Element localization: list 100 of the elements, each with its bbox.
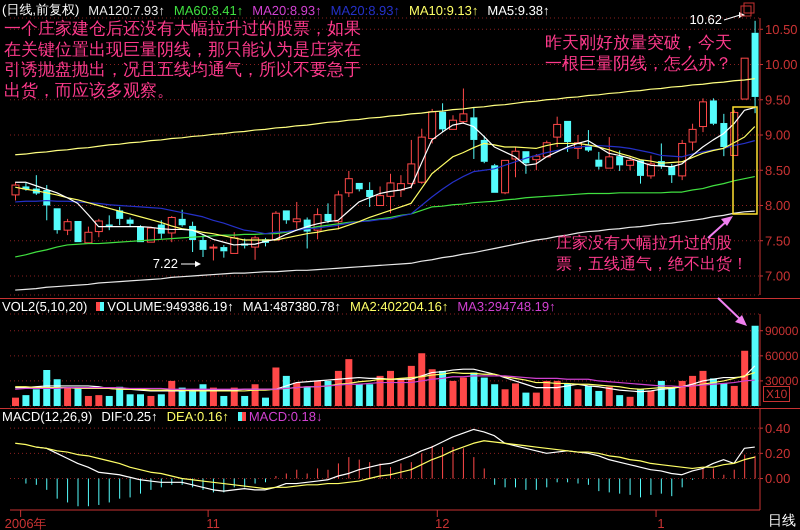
y-tick-label: 9.00 xyxy=(765,128,790,143)
bar xyxy=(304,386,311,406)
bar xyxy=(668,388,676,406)
y-tick-label: 10.50 xyxy=(765,22,798,37)
text: DEA:0.16↑ xyxy=(166,409,229,424)
candlestick xyxy=(84,226,92,244)
candlestick xyxy=(688,123,697,152)
bar xyxy=(137,394,144,406)
bar xyxy=(84,396,92,406)
bar xyxy=(220,396,228,406)
bar xyxy=(262,398,269,406)
candlestick xyxy=(740,58,749,100)
candlestick xyxy=(220,244,228,258)
candlestick xyxy=(637,160,644,184)
line-series xyxy=(14,210,756,291)
chart-title: MACD(12,26,9) xyxy=(2,409,92,424)
bar xyxy=(480,378,488,406)
legend-label: MACD:0.18↓ xyxy=(248,409,323,424)
y-tick-label: 90000 xyxy=(765,324,799,338)
text: MA120:7.93↑ xyxy=(88,2,165,19)
bar xyxy=(678,380,686,406)
candlestick xyxy=(605,136,614,169)
chart-title: VOL2(5,10,20) xyxy=(2,299,88,314)
bar xyxy=(616,395,624,406)
bar xyxy=(32,389,40,406)
annotation: 昨天刚好放量突破，今天一根巨量阴线，怎么办？ xyxy=(545,33,733,75)
line-series xyxy=(14,140,756,234)
y-tick-label: 10.00 xyxy=(765,57,798,72)
bar xyxy=(74,388,82,406)
bar xyxy=(584,386,592,406)
bar xyxy=(460,378,467,406)
candlestick xyxy=(386,173,394,214)
bar xyxy=(95,395,102,406)
legend-label: MA20:8.93↑ xyxy=(252,2,322,19)
candlestick xyxy=(595,151,602,170)
x-tick-label: 11 xyxy=(206,516,220,530)
bar xyxy=(752,326,759,406)
bar xyxy=(606,386,613,406)
candlestick xyxy=(292,201,301,230)
chart-title: (日线,前复权) xyxy=(2,1,80,19)
candlestick xyxy=(553,116,562,148)
bar xyxy=(43,370,50,406)
bar xyxy=(689,376,696,406)
y-tick-label: 30000 xyxy=(765,374,799,388)
y-tick-label: 60000 xyxy=(765,349,799,364)
text: DIF:0.25↑ xyxy=(101,409,158,424)
candlestick xyxy=(54,208,61,234)
candlestick xyxy=(720,113,728,157)
bar xyxy=(450,380,456,406)
text: MA1:487380.78↑ xyxy=(242,299,342,314)
y-tick-label: 8.00 xyxy=(765,198,790,214)
text: X10 xyxy=(763,386,790,402)
bar xyxy=(147,396,154,406)
bar xyxy=(324,380,332,406)
annotation: 一个庄家建仓后还没有大幅拉升过的股票，如果在关键位置出现巨量阴线，那只能认为是庄家在引诱抛盘抛出，况且五线均通气，所以不要急于出货，而应该多观察。 xyxy=(4,19,362,101)
x-tick-label: 12 xyxy=(435,516,450,530)
line-series xyxy=(14,372,756,392)
bar xyxy=(637,389,644,406)
annotation: 庄家没有大幅拉升过的股票，五线通气，绝不出货！ xyxy=(556,232,749,274)
bar xyxy=(730,386,738,406)
bar xyxy=(314,380,322,406)
bar xyxy=(408,366,415,406)
text: MA10:9.13↑ xyxy=(409,2,478,19)
candlestick xyxy=(564,120,572,152)
candlestick xyxy=(366,182,374,208)
candlestick xyxy=(74,220,82,242)
candlestick xyxy=(752,20,759,114)
bar xyxy=(272,368,280,406)
bar xyxy=(387,370,394,406)
annotation: 10.62 xyxy=(689,12,722,27)
bar xyxy=(334,370,342,406)
y-tick-label: 7.00 xyxy=(765,268,790,284)
y-tick-label: 0.20 xyxy=(765,446,790,461)
candlestick xyxy=(470,107,478,160)
bar xyxy=(741,350,748,406)
bar xyxy=(293,382,300,406)
bar xyxy=(626,396,634,406)
bar xyxy=(532,392,540,406)
text: MA20:8.93↑ xyxy=(330,2,400,19)
x-tick-label: 1 xyxy=(657,516,665,530)
bar xyxy=(397,379,404,406)
y-tick-label: 9.50 xyxy=(765,92,790,108)
bar xyxy=(491,384,498,406)
bar xyxy=(345,359,352,406)
annotation: 7.22 xyxy=(152,256,178,271)
bar xyxy=(647,390,654,406)
bar xyxy=(512,383,519,406)
text: 日线 xyxy=(768,512,796,530)
candlestick xyxy=(356,182,363,192)
candlestick xyxy=(282,210,290,224)
text: MA60:8.41↑ xyxy=(174,2,244,19)
text: MA5:9.38↑ xyxy=(487,2,550,19)
bar xyxy=(502,389,509,406)
bar xyxy=(554,380,561,406)
bar xyxy=(22,395,30,406)
bar xyxy=(366,384,374,406)
bar xyxy=(564,383,572,406)
bar xyxy=(522,392,530,406)
candlestick xyxy=(710,98,717,126)
bar xyxy=(106,396,113,406)
